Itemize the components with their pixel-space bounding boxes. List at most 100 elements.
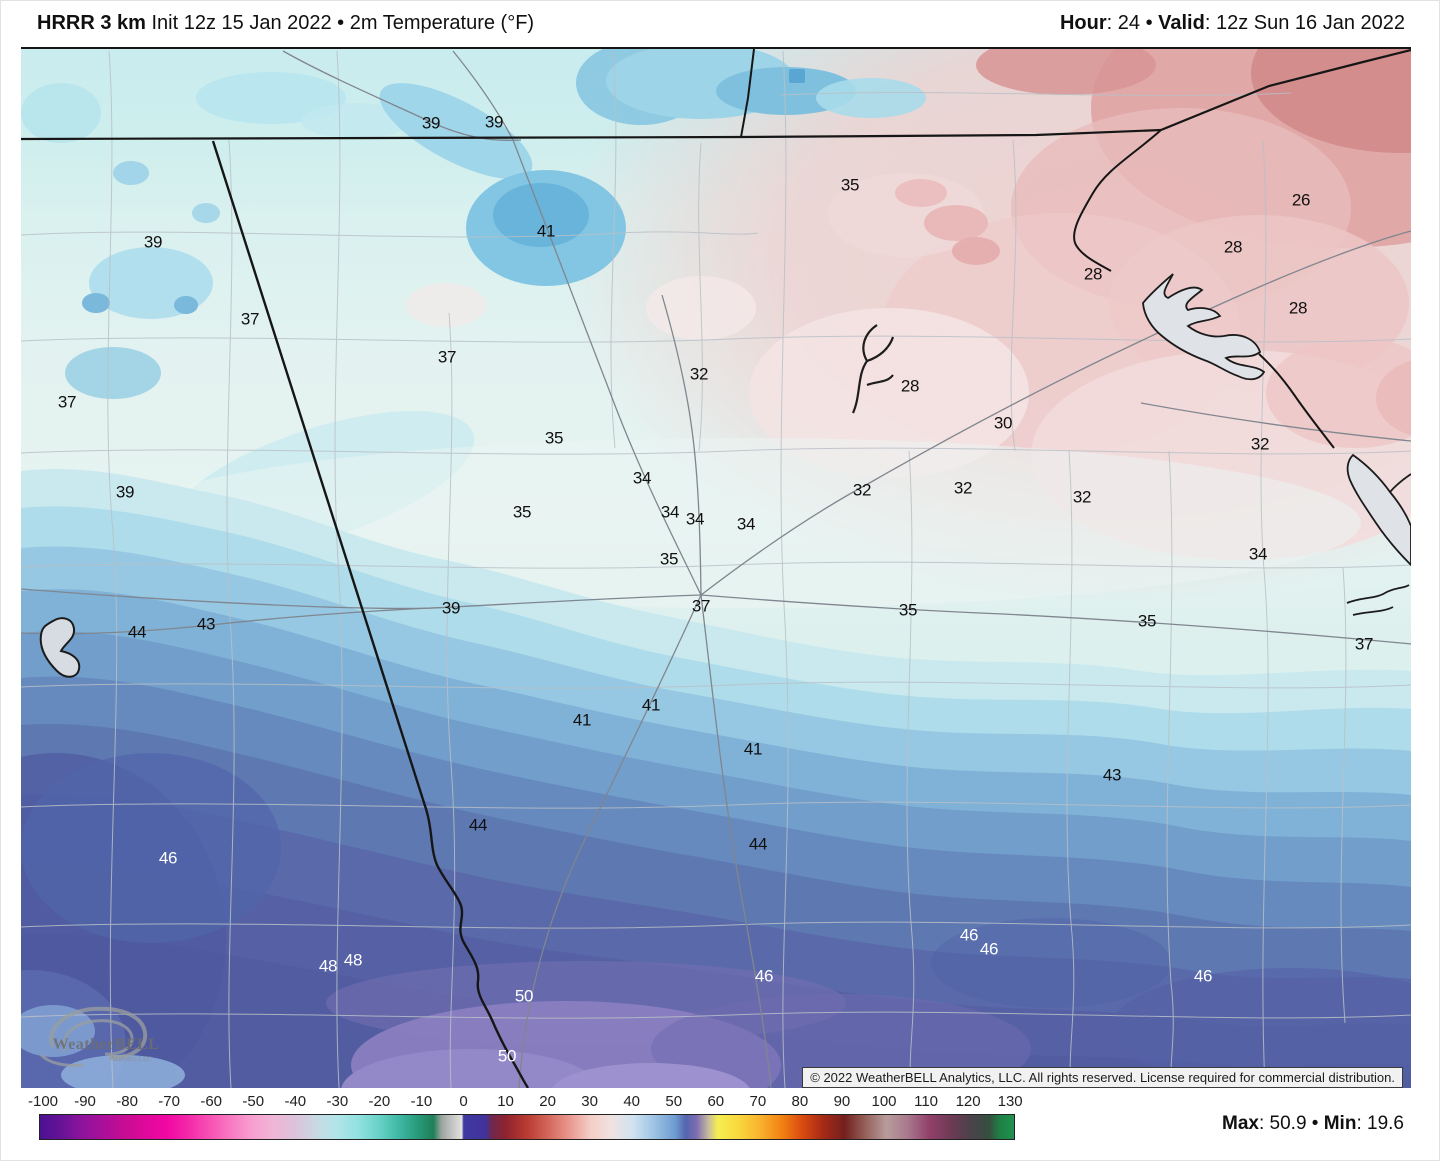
basemap-svg [21, 49, 1411, 1088]
colorbar-tick: 40 [623, 1093, 641, 1110]
colorbar-tick: 80 [791, 1093, 809, 1110]
header: HRRR 3 km Init 12z 15 Jan 2022 • 2m Temp… [1, 1, 1439, 47]
colorbar-tick: 100 [871, 1093, 897, 1110]
temp-label: 37 [691, 596, 711, 616]
temp-label: 39 [143, 232, 163, 252]
temp-label: 48 [343, 950, 363, 970]
temp-label: 50 [514, 986, 534, 1006]
temp-label: 35 [512, 502, 532, 522]
weatherbell-logo: WeatherBELL Analytics LLC [31, 999, 181, 1084]
temp-label: 44 [127, 622, 147, 642]
temp-label: 32 [1250, 434, 1270, 454]
colorbar-tick: -90 [74, 1093, 96, 1110]
valid-label: Valid [1158, 12, 1205, 34]
temp-label: 37 [240, 309, 260, 329]
temp-label: 46 [754, 966, 774, 986]
colorbar [39, 1114, 1015, 1140]
temp-label: 26 [1291, 190, 1311, 210]
temp-label: 34 [736, 514, 756, 534]
weatherbell-logo-icon: WeatherBELL Analytics LLC [39, 1006, 160, 1067]
temperature-shading-layer [21, 49, 1411, 1088]
temp-label: 37 [437, 347, 457, 367]
temp-label: 35 [898, 600, 918, 620]
state-borders [21, 49, 1411, 1088]
colorbar-tick: -10 [410, 1093, 433, 1110]
colorbar-tick: 70 [749, 1093, 767, 1110]
temp-label: 46 [979, 939, 999, 959]
colorbar-tick: -100 [27, 1093, 59, 1110]
colorbar-tick: 90 [833, 1093, 851, 1110]
colorbar-tick: -70 [158, 1093, 180, 1110]
temp-label: 28 [1288, 298, 1308, 318]
roads [21, 50, 1411, 1088]
colorbar-tick: 120 [955, 1093, 981, 1110]
header-separator: • [1140, 12, 1159, 34]
init-product-label: Init 12z 15 Jan 2022 • 2m Temperature (°… [151, 12, 535, 34]
hour-value: : 24 [1106, 12, 1141, 34]
temp-label: 32 [1072, 487, 1092, 507]
temp-label: 28 [900, 376, 920, 396]
colorbar-tick: 30 [581, 1093, 598, 1110]
temp-label: 35 [840, 175, 860, 195]
temp-label: 41 [641, 695, 661, 715]
logo-subtext: Analytics LLC [110, 1055, 152, 1063]
temp-label: 48 [318, 956, 338, 976]
temp-label: 32 [689, 364, 709, 384]
temp-label: 39 [441, 598, 461, 618]
logo-wordmark: WeatherBELL [53, 1036, 160, 1053]
colorbar-tick: -40 [284, 1093, 307, 1110]
colorbar-tick: 130 [997, 1093, 1023, 1110]
colorbar-tick: -60 [200, 1093, 223, 1110]
temp-label: 34 [632, 468, 652, 488]
temp-label: 43 [1102, 765, 1122, 785]
colorbar-tick: 10 [497, 1093, 514, 1110]
valid-value: : 12z Sun 16 Jan 2022 [1204, 12, 1405, 34]
temp-label: 39 [484, 112, 504, 132]
temp-label: 46 [158, 848, 178, 868]
footer: -100 -90 -80 -70 -60 -50 -40 -30 -20 -10 0 10 20 30 40… [1, 1088, 1439, 1160]
temp-label: 41 [572, 710, 592, 730]
lakes [39, 273, 1411, 678]
temp-label: 35 [1137, 611, 1157, 631]
temp-label: 37 [57, 392, 77, 412]
max-label: Max [1222, 1113, 1259, 1134]
colorbar-tick: 60 [707, 1093, 725, 1110]
temp-label: 39 [115, 482, 135, 502]
min-value: : 19.6 [1356, 1113, 1404, 1134]
colorbar-tick: 20 [539, 1093, 556, 1110]
colorbar-tick: -30 [326, 1093, 349, 1110]
colorbar-tick: 0 [459, 1093, 468, 1110]
temp-label: 34 [660, 502, 680, 522]
copyright-notice: © 2022 WeatherBELL Analytics, LLC. All r… [802, 1067, 1403, 1088]
valid-time: Hour: 24 • Valid: 12z Sun 16 Jan 2022 [1060, 12, 1405, 35]
temp-label: 41 [743, 739, 763, 759]
temp-label: 35 [544, 428, 564, 448]
temperature-map: 39 39 35 26 41 39 28 28 28 37 37 32 28 37 30 35 32 34 32 32… [21, 47, 1411, 1090]
temp-label: 46 [1193, 966, 1213, 986]
temp-label: 34 [685, 509, 705, 529]
temp-label: 28 [1083, 264, 1103, 284]
maxmin-separator: • [1306, 1113, 1324, 1134]
hour-label: Hour [1059, 12, 1107, 34]
colorbar-tick: -50 [242, 1093, 265, 1110]
lake-lanier [851, 324, 895, 414]
temp-label: 43 [196, 614, 216, 634]
temp-label: 39 [421, 113, 441, 133]
temp-label: 28 [1223, 237, 1243, 257]
map-title: HRRR 3 km Init 12z 15 Jan 2022 • 2m Temp… [37, 12, 534, 35]
temp-label: 41 [536, 221, 556, 241]
temp-label: 46 [959, 925, 979, 945]
temp-label: 44 [468, 815, 488, 835]
temp-label: 37 [1354, 634, 1374, 654]
temp-label: 32 [852, 480, 872, 500]
colorbar-tick: -20 [368, 1093, 391, 1110]
temp-label: 34 [1248, 544, 1268, 564]
max-min-readout: Max: 50.9 • Min: 19.6 [1222, 1113, 1404, 1135]
temp-label: 32 [953, 478, 973, 498]
temp-label: 50 [497, 1046, 517, 1066]
min-label: Min [1323, 1113, 1357, 1134]
colorbar-tick: -80 [116, 1093, 138, 1110]
temp-label: 44 [748, 834, 768, 854]
colorbar-tick: 110 [914, 1093, 939, 1110]
